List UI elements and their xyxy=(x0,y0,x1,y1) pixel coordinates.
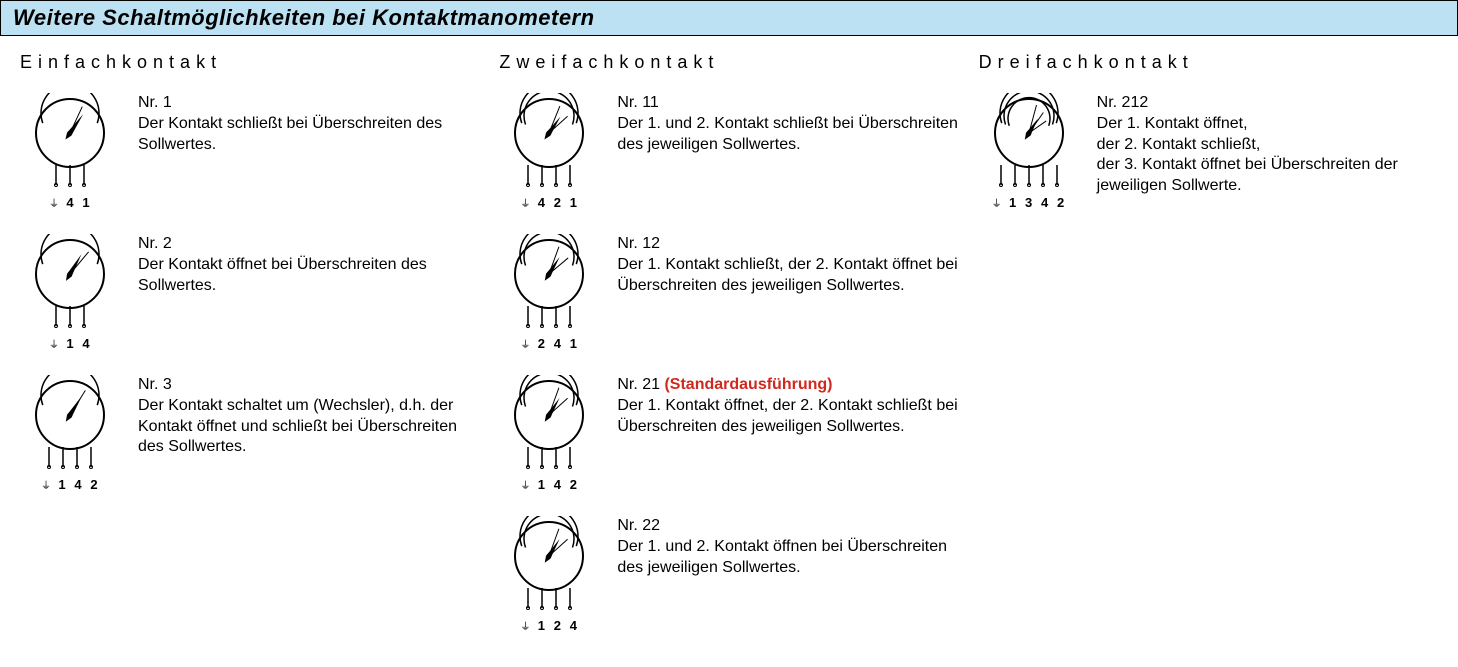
columns: Einfachkontakt⏚41Nr. 1Der Kontakt schlie… xyxy=(0,36,1458,667)
entry-number: Nr. 2 xyxy=(138,235,172,252)
entry: ⏚ 241 Nr. 12 Der 1. Kontakt schließt, der 2… xyxy=(499,234,958,351)
entry-description: Nr. 12 Der 1. Kontakt schließt, der 2. Ko… xyxy=(617,234,958,296)
terminal-number: 4 xyxy=(554,336,561,351)
entry-description: Nr. 21 (Standardausführung) Der 1. Kontak… xyxy=(617,375,958,437)
entry-text: Der 1. Kontakt öffnet, der 2. Kontakt sc… xyxy=(1097,115,1398,194)
terminal-labels: ⏚ 1342 xyxy=(990,195,1068,210)
terminal-number: 2 xyxy=(554,195,561,210)
entry-highlight: (Standardausführung) xyxy=(664,376,832,393)
terminal-number: 1 xyxy=(538,618,545,633)
gauge-icon: ⏚ 421 xyxy=(499,93,599,210)
terminal-labels: ⏚ 142 xyxy=(518,477,580,492)
entry: ⏚ 1342 Nr. 212 Der 1. Kontakt öffnet, der 2… xyxy=(979,93,1438,210)
gauge-icon: ⏚ 142 xyxy=(499,375,599,492)
terminal-number: 2 xyxy=(90,477,97,492)
header-bar: Weitere Schaltmöglichkeiten bei Kontaktm… xyxy=(0,0,1458,36)
gauge-icon: ⏚ 142 xyxy=(20,375,120,492)
terminal-number: 1 xyxy=(82,195,89,210)
terminal-number: 4 xyxy=(1041,195,1048,210)
ground-icon: ⏚ xyxy=(520,482,530,492)
entry-text: Der 1. und 2. Kontakt öffnen bei Übersch… xyxy=(617,538,947,576)
gauge-icon: ⏚ 241 xyxy=(499,234,599,351)
terminal-number: 2 xyxy=(570,477,577,492)
entry-number: Nr. 22 xyxy=(617,517,660,534)
entry-number: Nr. 12 xyxy=(617,235,660,252)
gauge-icon: ⏚ 1342 xyxy=(979,93,1079,210)
entry-description: Nr. 22 Der 1. und 2. Kontakt öffnen bei Ü… xyxy=(617,516,958,578)
entry: ⏚ 14 Nr. 2 Der Kontakt öffnet bei Überschre… xyxy=(20,234,479,351)
terminal-number: 2 xyxy=(1057,195,1064,210)
terminal-labels: ⏚ 14 xyxy=(47,336,93,351)
entry-text: Der Kontakt öffnet bei Überschrei­ten de… xyxy=(138,256,427,294)
terminal-number: 3 xyxy=(1025,195,1032,210)
entry-description: Nr. 2 Der Kontakt öffnet bei Überschrei­t… xyxy=(138,234,479,296)
entry-text: Der 1. Kontakt öffnet, der 2. Kontakt sc… xyxy=(617,397,957,435)
terminal-number: 4 xyxy=(74,477,81,492)
entry-description: Nr. 1 Der Kontakt schließt bei Über­schre… xyxy=(138,93,479,155)
terminal-labels: ⏚ 241 xyxy=(518,336,580,351)
column-title: Dreifachkontakt xyxy=(979,52,1438,73)
terminal-labels: ⏚ 124 xyxy=(518,618,580,633)
gauge-icon: ⏚ 41 xyxy=(20,93,120,210)
ground-icon: ⏚ xyxy=(41,482,51,492)
column-1: Zweifachkontakt⏚421Nr. 11Der 1. und 2. K… xyxy=(499,52,958,657)
gauge-icon: ⏚ 14 xyxy=(20,234,120,351)
entry-text: Der 1. Kontakt schließt, der 2. Kontakt … xyxy=(617,256,957,294)
ground-icon: ⏚ xyxy=(49,200,59,210)
terminal-number: 1 xyxy=(570,336,577,351)
entry-text: Der 1. und 2. Kontakt schließt bei Übers… xyxy=(617,115,958,153)
terminal-number: 4 xyxy=(538,195,545,210)
terminal-number: 1 xyxy=(58,477,65,492)
terminal-labels: ⏚ 41 xyxy=(47,195,93,210)
ground-icon: ⏚ xyxy=(49,341,59,351)
terminal-number: 2 xyxy=(554,618,561,633)
entry-number: Nr. 21 xyxy=(617,376,660,393)
entry-number: Nr. 3 xyxy=(138,376,172,393)
gauge-icon: ⏚ 124 xyxy=(499,516,599,633)
entry-number: Nr. 212 xyxy=(1097,94,1149,111)
entry: ⏚ 124 Nr. 22 Der 1. und 2. Kontakt öffnen b… xyxy=(499,516,958,633)
terminal-number: 1 xyxy=(1009,195,1016,210)
entry-number: Nr. 11 xyxy=(617,94,659,111)
column-2: Dreifachkontakt ⏚ 1342 Nr. 212 Der 1. Kontak… xyxy=(979,52,1438,657)
terminal-number: 1 xyxy=(66,336,73,351)
terminal-number: 4 xyxy=(554,477,561,492)
ground-icon: ⏚ xyxy=(520,341,530,351)
terminal-labels: ⏚ 421 xyxy=(518,195,580,210)
column-title: Zweifachkontakt xyxy=(499,52,958,73)
ground-icon: ⏚ xyxy=(992,200,1002,210)
entry: ⏚ 41 Nr. 1 Der Kontakt schließt bei Über­sc… xyxy=(20,93,479,210)
terminal-number: 4 xyxy=(570,618,577,633)
terminal-number: 2 xyxy=(538,336,545,351)
terminal-number: 1 xyxy=(570,195,577,210)
entry-description: Nr. 3 Der Kontakt schaltet um (Wechs­ler)… xyxy=(138,375,479,458)
entry-description: Nr. 212 Der 1. Kontakt öffnet, der 2. Kon… xyxy=(1097,93,1438,197)
column-title: Einfachkontakt xyxy=(20,52,479,73)
ground-icon: ⏚ xyxy=(520,623,530,633)
entry-text: Der Kontakt schaltet um (Wechs­ler), d.h… xyxy=(138,397,457,456)
ground-icon: ⏚ xyxy=(520,200,530,210)
terminal-number: 1 xyxy=(538,477,545,492)
entry-description: Nr. 11 Der 1. und 2. Kontakt schließt bei… xyxy=(617,93,958,155)
terminal-number: 4 xyxy=(66,195,73,210)
entry: ⏚ 421 Nr. 11 Der 1. und 2. Kontakt schließt… xyxy=(499,93,958,210)
entry: ⏚ 142 Nr. 21 (Standardausführung) Der 1. Ko… xyxy=(499,375,958,492)
terminal-labels: ⏚ 142 xyxy=(39,477,101,492)
entry: ⏚ 142 Nr. 3 Der Kontakt schaltet um (Wechs­… xyxy=(20,375,479,492)
column-0: Einfachkontakt⏚41Nr. 1Der Kontakt schlie… xyxy=(20,52,479,657)
entry-text: Der Kontakt schließt bei Über­schreiten … xyxy=(138,115,442,153)
entry-number: Nr. 1 xyxy=(138,94,172,111)
terminal-number: 4 xyxy=(82,336,89,351)
